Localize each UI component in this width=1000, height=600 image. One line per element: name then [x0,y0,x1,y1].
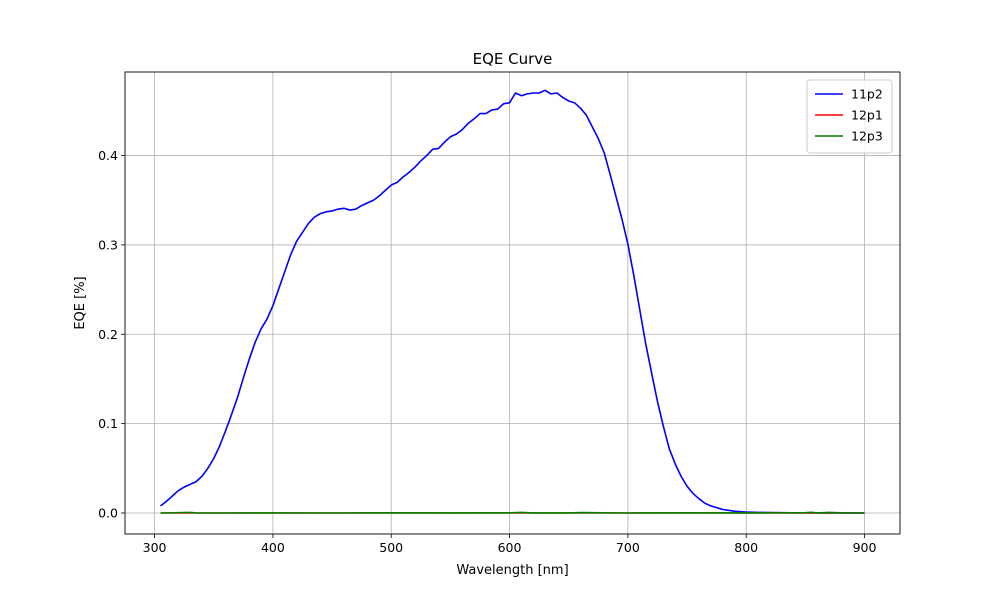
legend: 11p2 12p1 12p3 [806,79,893,154]
x-tick-label: 700 [616,540,640,555]
legend-label-12p3: 12p3 [851,129,883,144]
y-axis: 0.0 0.1 0.2 0.3 0.4 [98,148,125,521]
y-tick-label: 0.4 [98,148,118,163]
x-tick-label: 500 [379,540,403,555]
series-line-12p3 [160,511,865,514]
y-tick-label: 0.3 [98,237,118,252]
legend-box [806,79,893,154]
x-axis: 300 400 500 600 700 800 900 [143,534,877,555]
y-tick-label: 0.0 [98,506,118,521]
x-tick-label: 800 [734,540,758,555]
axes-frame [124,71,901,535]
chart-title: EQE Curve [473,50,553,68]
x-tick-label: 900 [853,540,877,555]
y-tick-label: 0.2 [98,327,118,342]
x-tick-label: 300 [143,540,167,555]
legend-label-11p2: 11p2 [851,87,883,102]
y-axis-label: EQE [%] [73,276,88,329]
legend-label-12p1: 12p1 [851,108,883,123]
series-line-11p2 [160,89,865,514]
y-tick-label: 0.1 [98,416,118,431]
x-tick-label: 400 [261,540,285,555]
plot-area [125,72,900,534]
axes-spines [124,71,901,535]
x-tick-label: 600 [498,540,522,555]
x-axis-label: Wavelength [nm] [456,563,568,578]
series-layer [160,89,865,514]
